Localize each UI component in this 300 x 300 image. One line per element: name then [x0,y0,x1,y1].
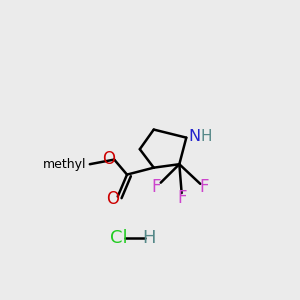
Text: F: F [199,178,208,196]
Text: H: H [200,129,212,144]
Text: methyl: methyl [43,158,86,171]
Text: Cl: Cl [110,229,128,247]
Text: F: F [177,189,186,207]
Text: O: O [106,190,119,208]
Text: O: O [102,150,115,168]
Text: F: F [151,178,161,196]
Text: H: H [142,229,156,247]
Text: N: N [188,129,200,144]
